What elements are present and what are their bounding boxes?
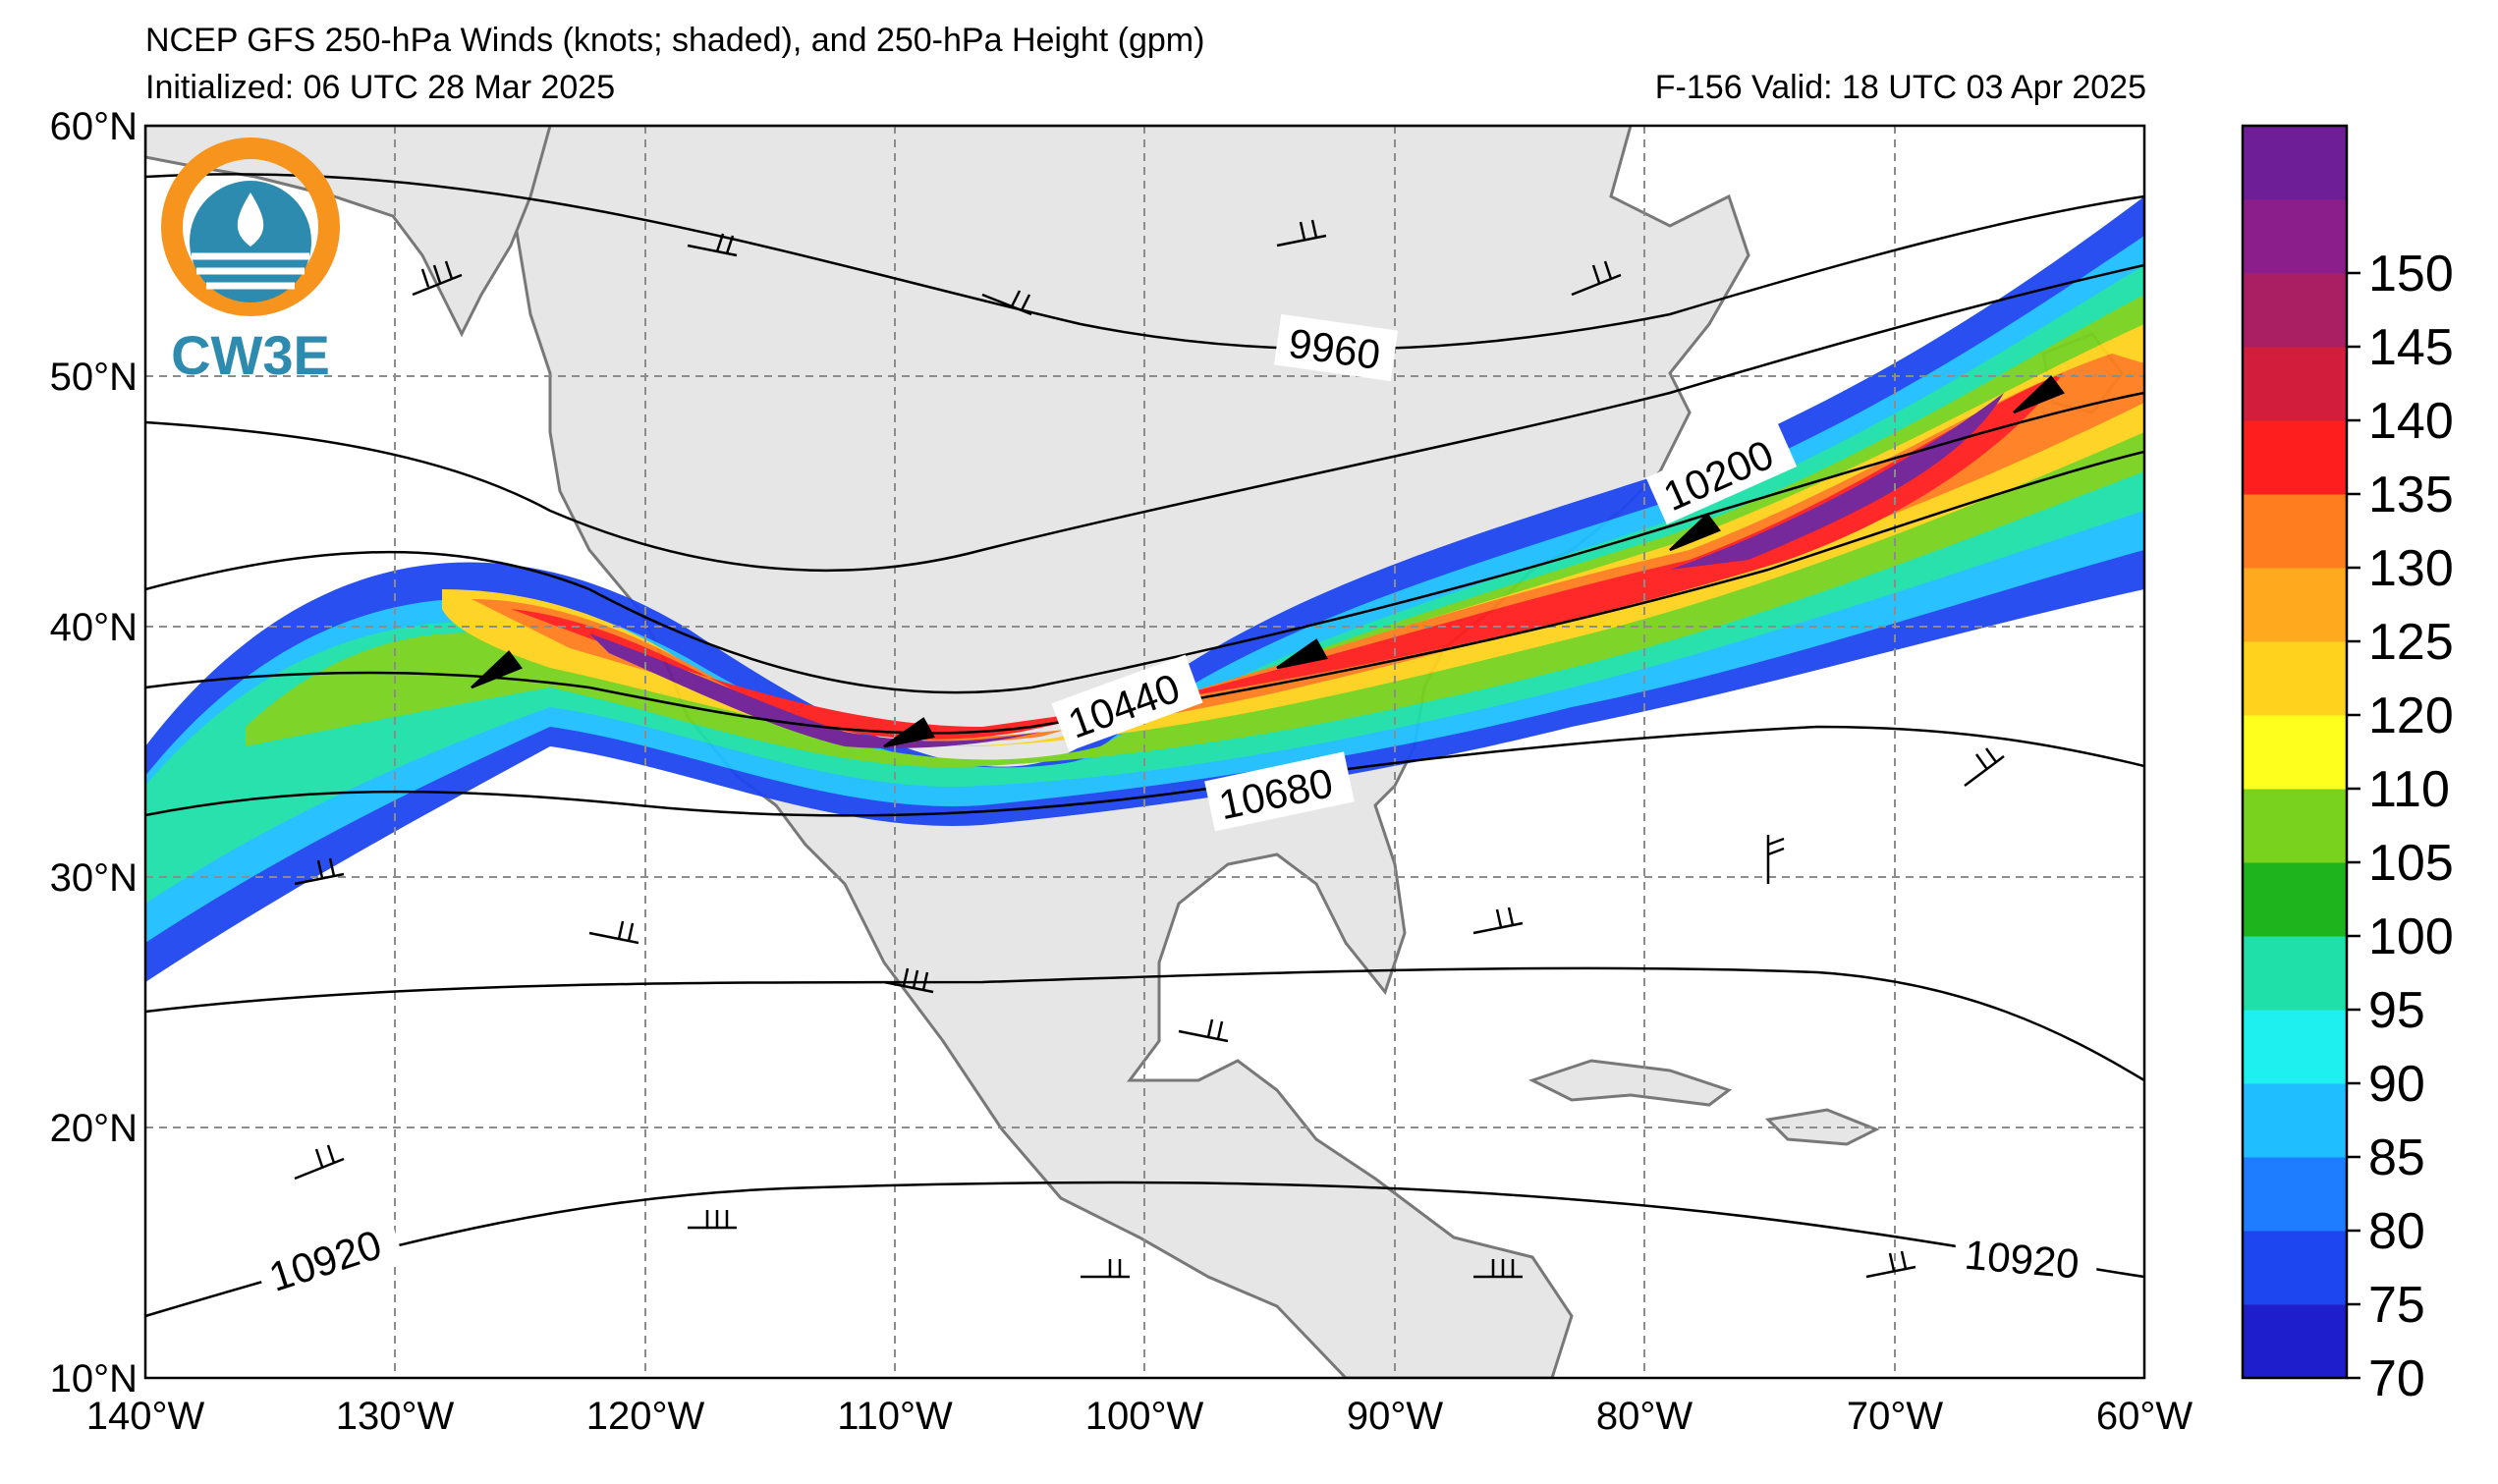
colorbar-label: 135 (2368, 467, 2454, 523)
graticule (145, 126, 2144, 1378)
lat-label-20: 20°N (50, 1107, 138, 1150)
colorbar-label: 80 (2368, 1203, 2425, 1260)
colorbar-swatch (2243, 420, 2347, 495)
lon-label-100: 100°W (1085, 1395, 1204, 1438)
colorbar-label: 130 (2368, 540, 2454, 597)
map-panel: 9960 10200 10440 10680 10920 10920 (145, 126, 2144, 1378)
lon-label-90: 90°W (1347, 1395, 1443, 1438)
colorbar-label: 105 (2368, 835, 2454, 892)
lat-labels: 60°N 50°N 40°N 30°N 20°N 10°N (50, 105, 138, 1401)
colorbar-frame (2241, 124, 2349, 1380)
colorbar-label: 120 (2368, 687, 2454, 744)
height-contours (145, 173, 2144, 1318)
lat-label-40: 40°N (50, 606, 138, 649)
colorbar-swatch (2243, 1231, 2347, 1305)
colorbar-label: 150 (2368, 246, 2454, 302)
valid-time: F-156 Valid: 18 UTC 03 Apr 2025 (1654, 69, 2146, 106)
colorbar-swatch (2243, 1083, 2347, 1158)
lat-label-60: 60°N (50, 105, 138, 148)
contour-label-10920-east: 10920 (1963, 1232, 2081, 1288)
colorbar-label: 100 (2368, 908, 2454, 965)
contour-10200 (145, 263, 2144, 573)
colorbar-label: 125 (2368, 614, 2454, 671)
contour-10920 (145, 1181, 2144, 1318)
colorbar-swatch (2243, 568, 2347, 642)
lon-label-110: 110°W (837, 1395, 953, 1438)
map-frame (143, 124, 2146, 1380)
colorbar-swatch (2243, 273, 2347, 348)
colorbar-label: 140 (2368, 393, 2454, 450)
colorbar-label: 85 (2368, 1129, 2425, 1186)
colorbar-label: 145 (2368, 319, 2454, 376)
colorbar-swatch (2243, 641, 2347, 716)
cw3e-logo-icon: CW3E (161, 137, 340, 386)
lon-label-120: 120°W (586, 1395, 705, 1438)
map-title: NCEP GFS 250-hPa Winds (knots; shaded), … (145, 22, 1205, 59)
land-caribbean (1528, 1059, 1880, 1146)
colorbar-swatch (2243, 1304, 2347, 1379)
colorbar-label: 95 (2368, 982, 2425, 1039)
lon-label-80: 80°W (1596, 1395, 1693, 1438)
lat-label-30: 30°N (50, 856, 138, 900)
colorbar-swatch (2243, 936, 2347, 1011)
colorbar-label: 110 (2368, 761, 2450, 818)
colorbar-swatch (2243, 347, 2347, 421)
colorbar-label: 70 (2368, 1350, 2425, 1407)
colorbar-swatch (2243, 494, 2347, 569)
lon-labels: 140°W 130°W 120°W 110°W 100°W 90°W 80°W … (86, 1395, 2193, 1438)
colorbar-swatch (2243, 715, 2347, 790)
lon-label-60: 60°W (2096, 1395, 2193, 1438)
logo-text: CW3E (171, 324, 330, 386)
colorbar-swatch (2243, 862, 2347, 937)
contour-9960 (145, 173, 2144, 351)
colorbar-swatch (2243, 1157, 2347, 1232)
lat-label-10: 10°N (50, 1357, 138, 1401)
lon-label-70: 70°W (1847, 1395, 1943, 1438)
colorbar-swatch (2243, 199, 2347, 274)
colorbar-swatch (2243, 126, 2347, 200)
colorbar: 70 75 80 85 90 95 100 105 110 120 125 130 135 140 145 1… (2241, 124, 2454, 1407)
colorbar-label: 75 (2368, 1277, 2425, 1334)
colorbar-swatch (2243, 789, 2347, 863)
lon-label-140: 140°W (86, 1395, 205, 1438)
lat-label-50: 50°N (50, 356, 138, 399)
lon-label-130: 130°W (336, 1395, 455, 1438)
colorbar-swatch (2243, 1010, 2347, 1084)
colorbar-label: 90 (2368, 1056, 2425, 1113)
contour-10680 (145, 725, 2144, 817)
init-time: Initialized: 06 UTC 28 Mar 2025 (145, 69, 616, 106)
